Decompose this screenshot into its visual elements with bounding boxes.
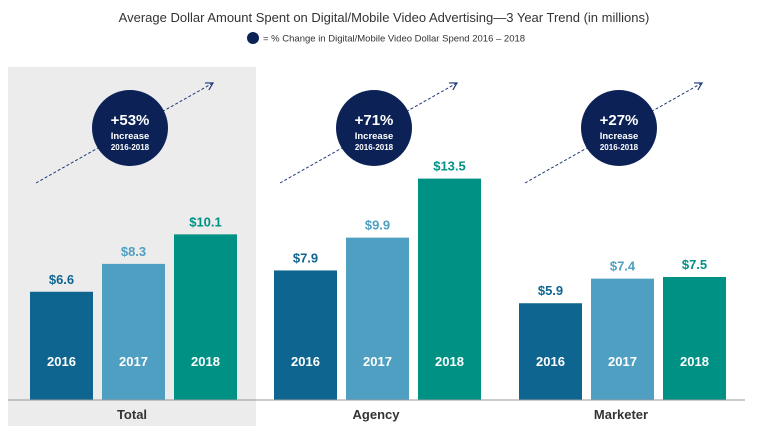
category-label: Marketer [594,407,648,422]
change-badge-marketer [581,90,657,166]
bar-total-2017 [102,263,165,400]
change-percent: +53% [111,112,150,129]
legend-marker [247,32,259,44]
bar-total-2016 [30,291,93,400]
series-label: 2018 [435,354,464,369]
change-range: 2016-2018 [600,143,639,152]
chart-title: Average Dollar Amount Spent on Digital/M… [119,10,650,25]
series-label: 2017 [608,354,637,369]
category-label: Total [117,407,147,422]
series-label: 2018 [680,354,709,369]
data-label: $7.5 [682,257,707,272]
bar-total-2018 [174,234,237,400]
change-range: 2016-2018 [355,143,394,152]
bar-marketer-2017 [591,278,654,400]
bar-agency-2017 [346,237,409,400]
data-label: $13.5 [433,159,466,174]
change-text: Increase [111,131,150,142]
bar-marketer-2016 [519,303,582,400]
change-percent: +71% [355,112,394,129]
series-label: 2016 [536,354,565,369]
series-label: 2018 [191,354,220,369]
category-label: Agency [353,407,401,422]
change-range: 2016-2018 [111,143,150,152]
data-label: $7.4 [610,259,636,274]
bar-agency-2018 [418,178,481,400]
bar-agency-2016 [274,270,337,400]
data-label: $5.9 [538,283,563,298]
data-label: $10.1 [189,214,222,229]
series-label: 2016 [47,354,76,369]
series-label: 2016 [291,354,320,369]
data-label: $7.9 [293,250,318,265]
change-text: Increase [600,131,639,142]
data-label: $9.9 [365,218,390,233]
legend-label: = % Change in Digital/Mobile Video Dolla… [263,34,525,45]
change-percent: +27% [600,112,639,129]
data-label: $6.6 [49,272,74,287]
bar-marketer-2018 [663,277,726,400]
series-label: 2017 [363,354,392,369]
change-badge-total [92,90,168,166]
change-text: Increase [355,131,394,142]
data-label: $8.3 [121,244,146,259]
series-label: 2017 [119,354,148,369]
change-badge-agency [336,90,412,166]
